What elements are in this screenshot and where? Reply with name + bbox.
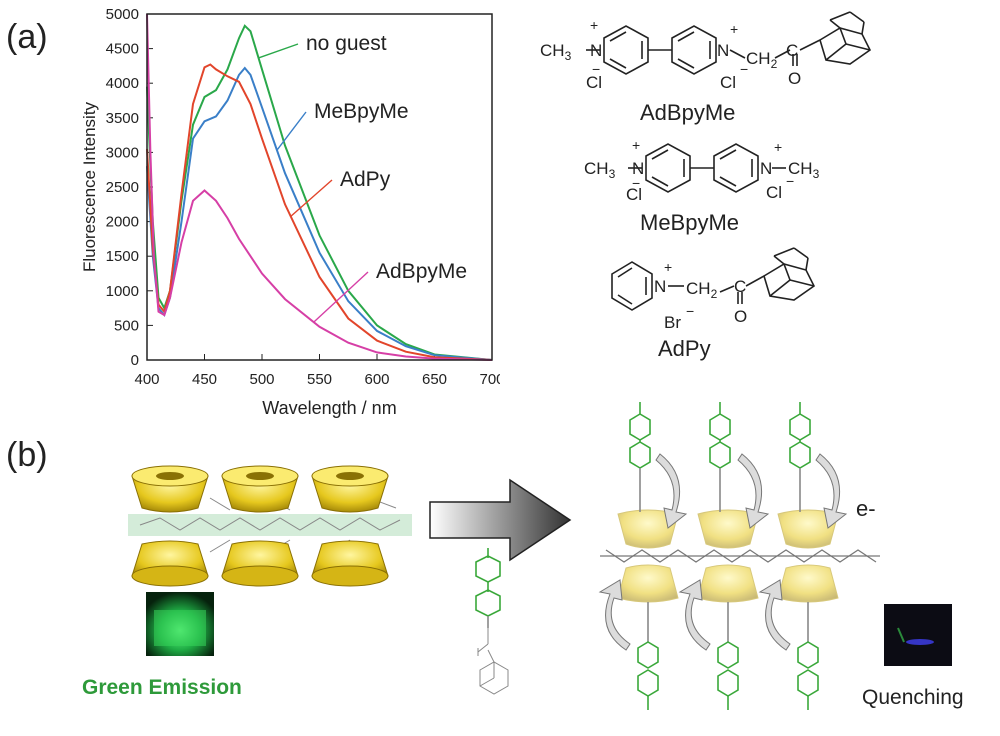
inclusion-complex-bottom: [617, 564, 839, 603]
charge-label: −: [592, 61, 600, 77]
x-tick-label: 550: [307, 371, 332, 388]
atom-label: CH2: [686, 279, 718, 301]
x-axis-label: Wavelength / nm: [262, 398, 396, 418]
charge-label: −: [740, 61, 748, 77]
charge-label: −: [632, 175, 640, 191]
quenching-caption: Quenching: [862, 686, 964, 709]
cyclodextrin-host-bottom: [131, 540, 389, 587]
charge-label: +: [730, 21, 738, 37]
electron-transfer-arrows: [598, 453, 848, 651]
pyridinium-ring: [671, 25, 717, 75]
charge-label: +: [590, 17, 598, 33]
adpy-name: AdPy: [658, 336, 711, 361]
counterion-label: Cl: [586, 73, 602, 92]
atom-label: N: [590, 41, 602, 60]
annotation-leader: [258, 43, 299, 59]
fluorescence-chart: 400 450 500 550 600 650 700 0 500 1000 1500 2000 250…: [80, 6, 500, 418]
inclusion-complex-top: [617, 509, 839, 549]
y-tick-label: 4500: [106, 41, 139, 58]
y-tick-label: 2500: [106, 179, 139, 196]
electron-label: e-: [856, 496, 876, 521]
quenching-photo: [884, 604, 952, 666]
series-annotation: no guest: [306, 32, 387, 55]
atom-label: CH3: [788, 159, 820, 181]
atom-label: N: [632, 159, 644, 178]
x-tick-label: 600: [364, 371, 389, 388]
adamantane-cage: [763, 247, 816, 301]
atom-label: N: [760, 159, 772, 178]
counterion-label: Cl: [720, 73, 736, 92]
panel-label-a: (a): [6, 18, 48, 56]
pyridinium-ring: [611, 261, 653, 311]
atom-label: N: [654, 277, 666, 296]
reaction-arrow: [429, 478, 572, 562]
atom-label: O: [788, 69, 801, 88]
charge-label: +: [664, 259, 672, 275]
y-tick-label: 1500: [106, 248, 139, 265]
series-line: [146, 63, 493, 361]
y-tick-label: 0: [131, 352, 139, 369]
adamantane-cage: [477, 628, 509, 695]
counterion-label: Cl: [766, 183, 782, 202]
charge-label: −: [786, 173, 794, 189]
atom-label: CH3: [584, 159, 616, 181]
annotation-leader: [290, 179, 333, 217]
viologen-stack-top: [629, 402, 811, 512]
y-tick-label: 3000: [106, 144, 139, 161]
x-tick-label: 400: [134, 371, 159, 388]
counterion-label: Br: [664, 313, 681, 332]
pyridinium-ring: [645, 143, 691, 193]
green-emission-caption: Green Emission: [82, 676, 242, 699]
annotation-leader: [313, 271, 369, 323]
counterion-label: Cl: [626, 185, 642, 204]
viologen-stack-bottom: [637, 602, 819, 710]
panel-label-b: (b): [6, 436, 48, 474]
y-tick-label: 2000: [106, 214, 139, 231]
structures: CH3 N + Cl − N + Cl − CH2 C O CH3 N + Cl…: [540, 11, 872, 332]
adamantane-cage: [819, 11, 872, 65]
series-line: [146, 13, 493, 361]
series-annotation: MeBpyMe: [314, 100, 409, 123]
series-annotation: AdPy: [340, 168, 391, 191]
atom-label: C: [786, 41, 798, 60]
y-axis-label: Fluorescence Intensity: [80, 101, 99, 272]
polymer-backbone: [128, 514, 412, 536]
charge-label: +: [774, 139, 782, 155]
annotation-leader: [276, 111, 307, 151]
mebpyme-name: MeBpyMe: [640, 210, 740, 235]
cyclodextrin-host-top: [131, 465, 389, 513]
y-tick-label: 1000: [106, 283, 139, 300]
x-tick-label: 450: [192, 371, 217, 388]
atom-label: CH3: [540, 41, 572, 63]
series-annotation: AdBpyMe: [376, 260, 467, 283]
plot-frame: [146, 13, 493, 361]
host-guest-scheme: [128, 402, 952, 710]
x-tick-label: 500: [249, 371, 274, 388]
charge-label: +: [632, 137, 640, 153]
atom-label: C: [734, 277, 746, 296]
viologen-guest: [475, 548, 501, 628]
polymer-chain-quenched: [600, 549, 880, 563]
atom-label: O: [734, 307, 747, 326]
y-tick-label: 5000: [106, 6, 139, 23]
x-tick-label: 700: [479, 371, 500, 388]
pyridinium-ring: [603, 25, 649, 75]
pyridinium-ring: [713, 143, 759, 193]
y-tick-label: 4000: [106, 75, 139, 92]
atom-label: N: [717, 41, 729, 60]
atom-label: CH2: [746, 49, 778, 71]
x-tick-label: 650: [422, 371, 447, 388]
adbpyme-name: AdBpyMe: [640, 100, 736, 125]
charge-label: −: [686, 303, 694, 319]
y-tick-label: 500: [114, 317, 139, 334]
y-tick-label: 3500: [106, 110, 139, 127]
